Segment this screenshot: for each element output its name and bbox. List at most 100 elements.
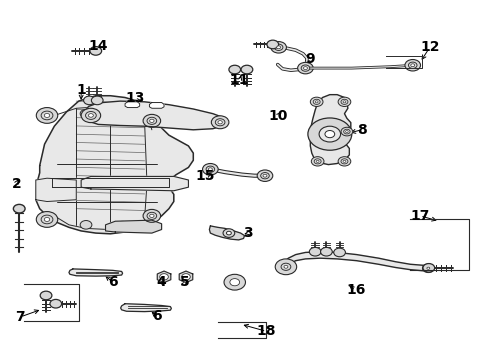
Polygon shape xyxy=(125,102,140,108)
Circle shape xyxy=(215,119,224,126)
Circle shape xyxy=(426,267,429,269)
Circle shape xyxy=(202,163,218,175)
Circle shape xyxy=(211,116,228,129)
Text: 6: 6 xyxy=(108,275,118,289)
Circle shape xyxy=(337,97,350,107)
Text: 9: 9 xyxy=(305,52,314,66)
Circle shape xyxy=(88,114,93,117)
Polygon shape xyxy=(81,176,188,191)
Circle shape xyxy=(313,159,321,164)
Circle shape xyxy=(410,64,414,67)
Polygon shape xyxy=(83,101,224,130)
Circle shape xyxy=(320,247,331,256)
Text: 5: 5 xyxy=(180,275,189,289)
Text: 16: 16 xyxy=(346,283,365,297)
Circle shape xyxy=(303,67,307,69)
Circle shape xyxy=(340,99,347,104)
Text: 6: 6 xyxy=(152,309,161,323)
Circle shape xyxy=(118,221,127,228)
Circle shape xyxy=(143,114,160,127)
Polygon shape xyxy=(36,178,76,202)
Circle shape xyxy=(270,41,286,53)
Circle shape xyxy=(147,117,156,124)
Circle shape xyxy=(301,65,309,71)
Circle shape xyxy=(424,266,431,271)
Circle shape xyxy=(50,300,61,308)
Text: 7: 7 xyxy=(15,310,25,324)
Circle shape xyxy=(41,111,53,120)
Circle shape xyxy=(404,59,420,71)
Polygon shape xyxy=(52,178,168,187)
Circle shape xyxy=(13,204,25,213)
Circle shape xyxy=(160,274,168,280)
Circle shape xyxy=(319,126,340,142)
Circle shape xyxy=(229,279,239,286)
Circle shape xyxy=(40,291,52,300)
Circle shape xyxy=(44,217,50,221)
Circle shape xyxy=(80,109,92,118)
Text: 12: 12 xyxy=(419,40,439,54)
Circle shape xyxy=(83,96,95,105)
Circle shape xyxy=(310,97,323,107)
Circle shape xyxy=(223,229,234,237)
Polygon shape xyxy=(283,252,428,271)
Circle shape xyxy=(218,121,222,124)
Text: 18: 18 xyxy=(256,324,276,338)
Circle shape xyxy=(241,65,252,74)
Text: 11: 11 xyxy=(229,73,249,87)
Circle shape xyxy=(316,160,318,162)
Circle shape xyxy=(205,166,214,172)
Circle shape xyxy=(343,160,345,162)
Circle shape xyxy=(337,157,350,166)
Text: 14: 14 xyxy=(88,39,108,53)
Text: 1: 1 xyxy=(76,84,86,97)
Polygon shape xyxy=(69,269,122,276)
Circle shape xyxy=(90,46,102,55)
Text: 3: 3 xyxy=(243,226,253,240)
Circle shape xyxy=(343,101,345,103)
Circle shape xyxy=(263,174,266,177)
Polygon shape xyxy=(149,103,163,108)
Circle shape xyxy=(257,170,272,181)
Circle shape xyxy=(44,113,50,117)
Circle shape xyxy=(407,62,416,68)
Circle shape xyxy=(309,247,321,256)
Circle shape xyxy=(91,96,103,105)
Circle shape xyxy=(333,248,345,257)
Polygon shape xyxy=(157,271,170,283)
Circle shape xyxy=(284,265,287,268)
Polygon shape xyxy=(209,226,244,240)
Circle shape xyxy=(345,131,347,132)
Circle shape xyxy=(118,110,127,117)
Circle shape xyxy=(260,172,269,179)
Text: 15: 15 xyxy=(195,170,215,183)
Circle shape xyxy=(149,119,154,122)
Circle shape xyxy=(228,65,240,74)
Circle shape xyxy=(208,168,212,171)
Circle shape xyxy=(182,274,190,280)
Circle shape xyxy=(149,214,154,217)
Circle shape xyxy=(36,108,58,123)
Circle shape xyxy=(85,112,96,120)
Circle shape xyxy=(307,118,351,150)
Circle shape xyxy=(312,99,320,104)
Circle shape xyxy=(315,101,317,103)
Circle shape xyxy=(147,212,156,219)
Circle shape xyxy=(266,40,278,49)
Circle shape xyxy=(36,212,58,227)
Text: 2: 2 xyxy=(11,177,21,190)
Polygon shape xyxy=(310,95,350,165)
Circle shape xyxy=(422,264,434,272)
Text: 13: 13 xyxy=(125,90,144,104)
Text: 10: 10 xyxy=(267,109,287,123)
Circle shape xyxy=(41,215,53,224)
Circle shape xyxy=(340,159,347,164)
Circle shape xyxy=(297,62,313,74)
Polygon shape xyxy=(121,304,171,312)
Circle shape xyxy=(276,46,280,49)
Circle shape xyxy=(311,157,324,166)
Polygon shape xyxy=(179,271,192,283)
Circle shape xyxy=(81,108,101,123)
Text: 17: 17 xyxy=(409,209,429,223)
Text: 8: 8 xyxy=(356,123,366,137)
